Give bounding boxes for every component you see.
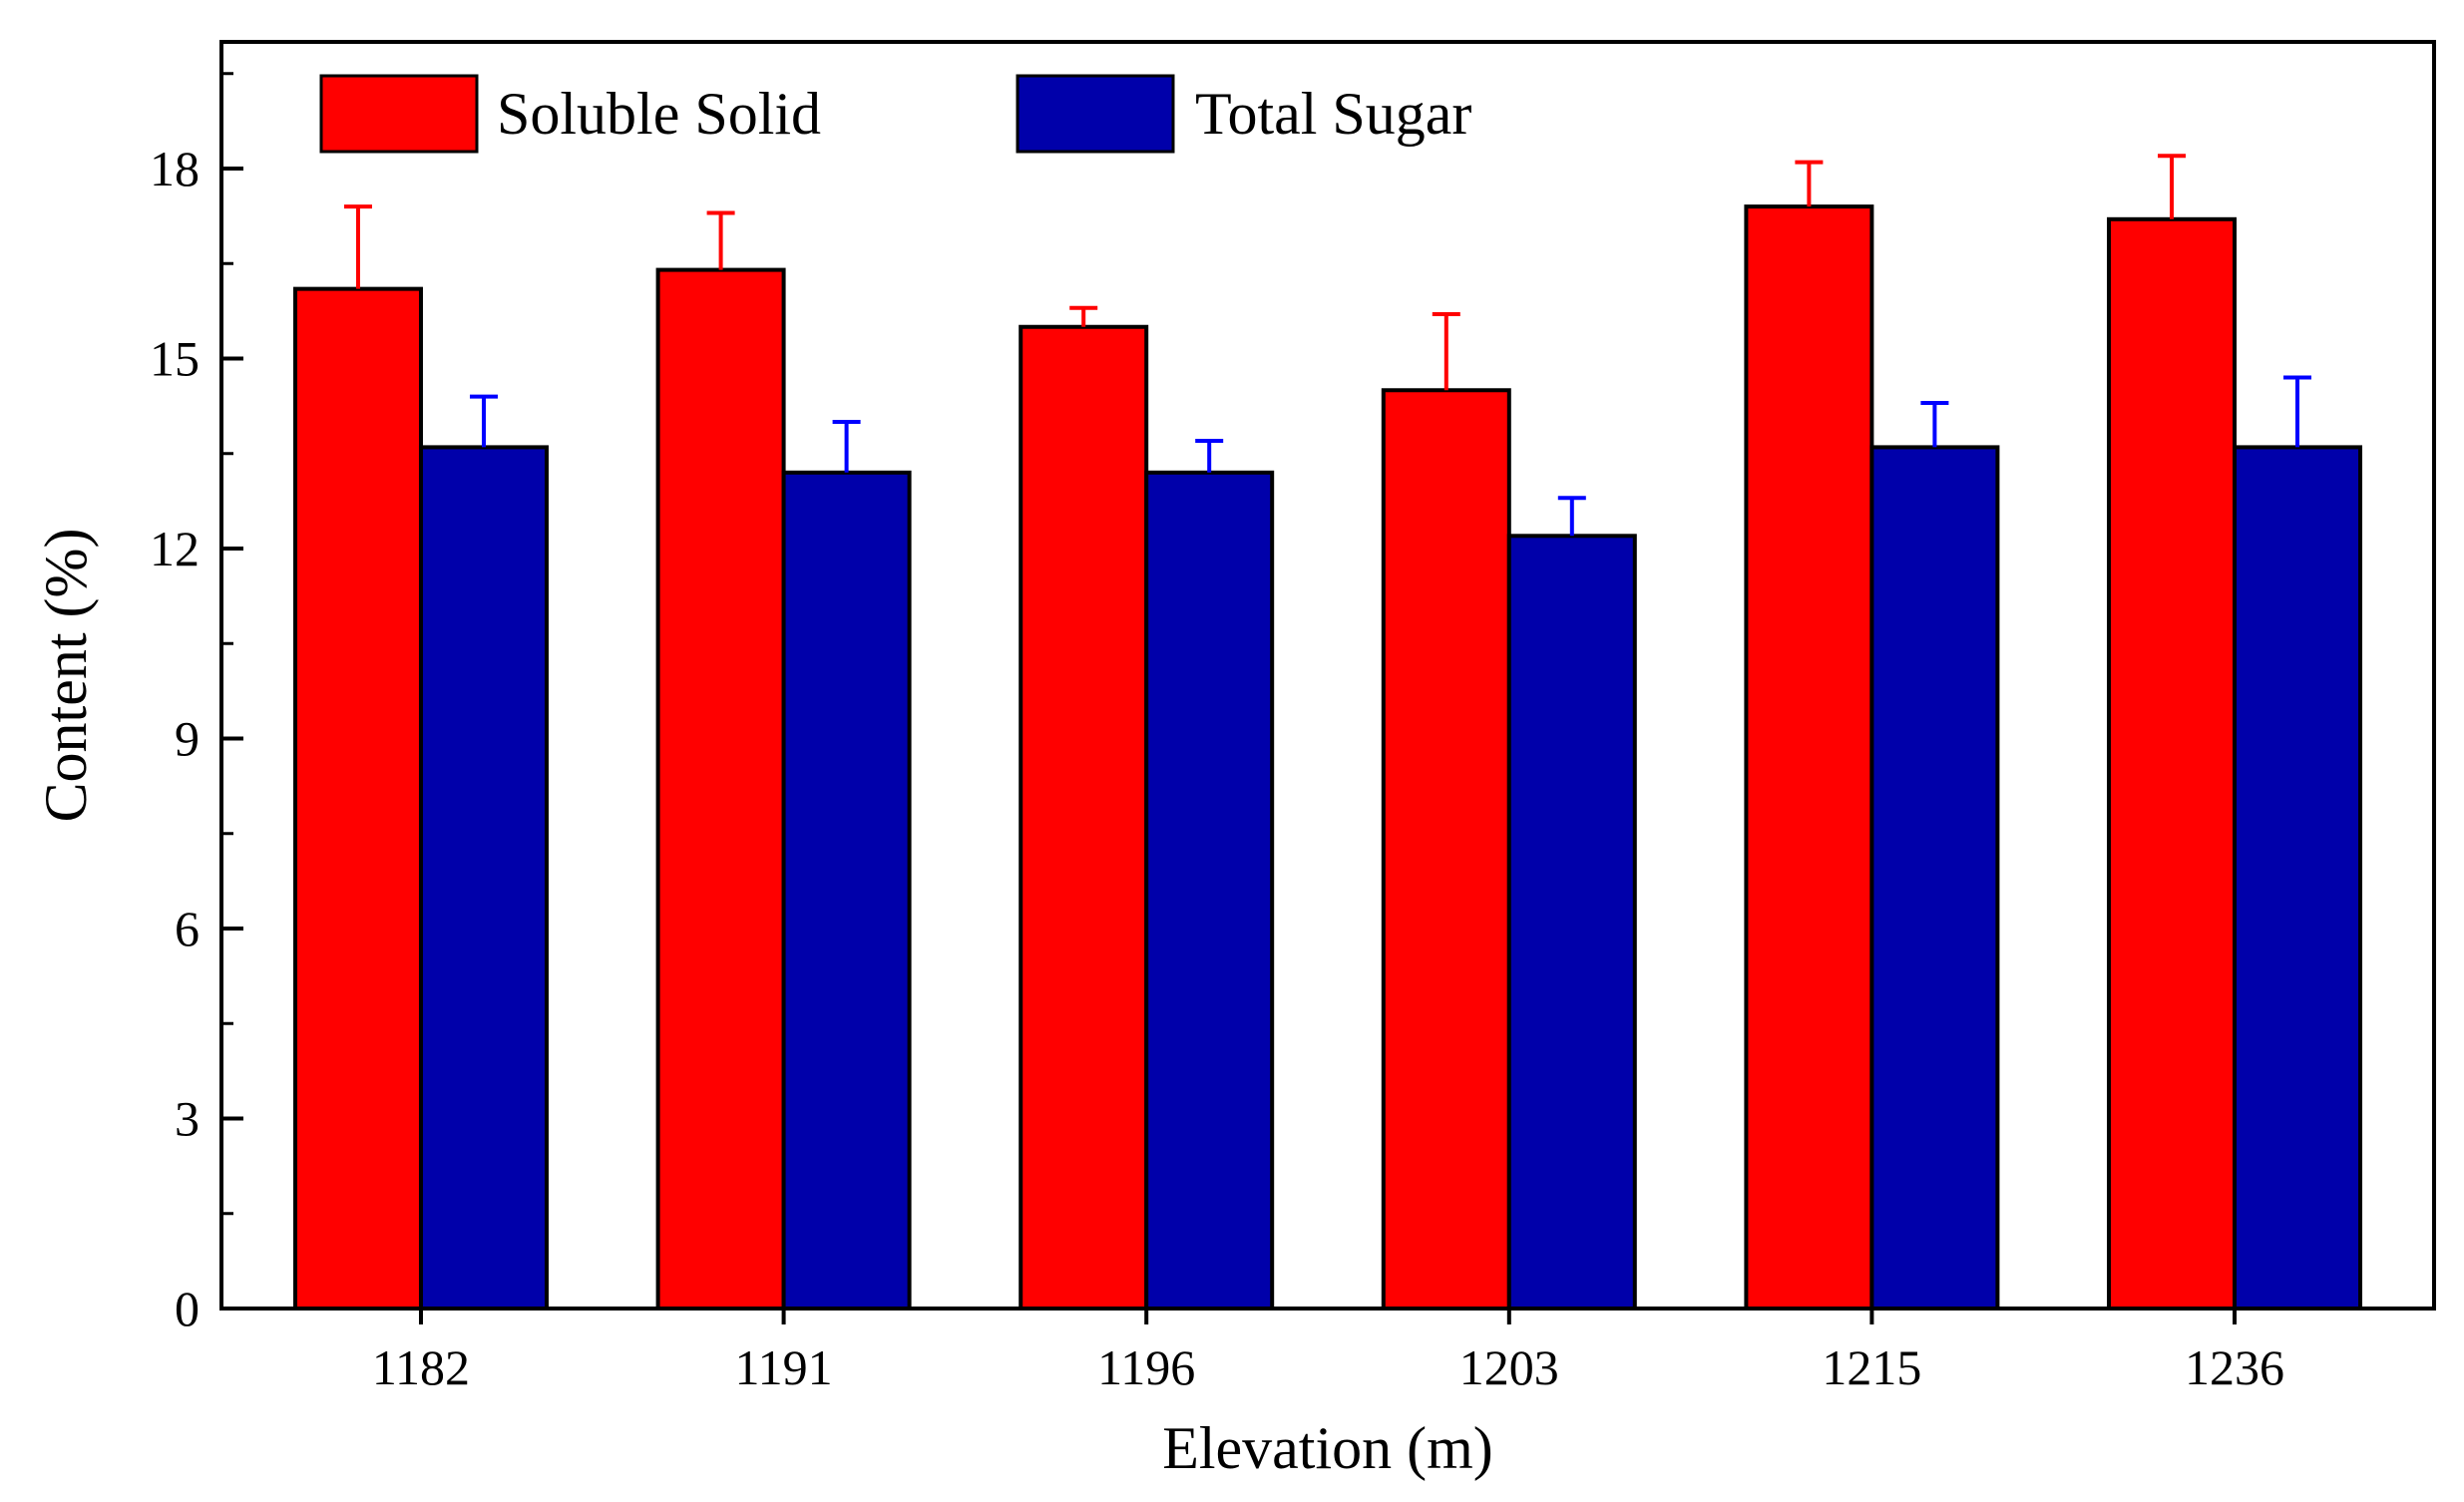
- y-tick-label: 18: [150, 141, 200, 196]
- bars-layer: [292, 204, 2363, 1312]
- bar-total-sugar-1215: [1869, 445, 2000, 1311]
- y-tick-label: 9: [175, 711, 200, 767]
- bar-total-sugar-1191: [781, 470, 912, 1311]
- bar-soluble-solid-1236: [2107, 216, 2238, 1311]
- bar-soluble-solid-1182: [292, 286, 423, 1311]
- y-axis-title: Content (%): [33, 529, 99, 823]
- plot-frame: [219, 40, 2436, 1311]
- legend: Soluble Solid Total Sugar: [319, 74, 1471, 154]
- legend-label-soluble-solid: Soluble Solid: [497, 81, 821, 147]
- legend-swatch-total-sugar: [1016, 74, 1175, 154]
- x-axis-title: Elevation (m): [1162, 1415, 1493, 1481]
- error-bars-layer: [343, 154, 2312, 537]
- y-tick-label: 0: [175, 1281, 200, 1336]
- y-tick-label: 15: [150, 331, 200, 387]
- x-tick-label-1196: 1196: [1097, 1339, 1195, 1395]
- bar-total-sugar-1203: [1506, 534, 1637, 1311]
- x-tick-label-1191: 1191: [735, 1339, 833, 1395]
- y-tick-label: 12: [150, 521, 200, 576]
- bar-soluble-solid-1191: [655, 267, 786, 1312]
- y-tick-label: 3: [175, 1091, 200, 1147]
- bar-total-sugar-1196: [1144, 470, 1275, 1311]
- x-tick-label-1203: 1203: [1459, 1339, 1559, 1395]
- bar-soluble-solid-1215: [1744, 204, 1874, 1312]
- bar-soluble-solid-1203: [1381, 388, 1511, 1311]
- bar-soluble-solid-1196: [1019, 324, 1149, 1311]
- x-tick-label-1236: 1236: [2185, 1339, 2284, 1395]
- x-axis: 1182 1191 1196 1203 1215 1236: [372, 1309, 2284, 1395]
- bar-total-sugar-1236: [2233, 445, 2363, 1311]
- y-tick-label: 6: [175, 901, 200, 956]
- x-tick-label-1215: 1215: [1822, 1339, 1921, 1395]
- legend-label-total-sugar: Total Sugar: [1195, 81, 1471, 147]
- legend-swatch-soluble-solid: [319, 74, 479, 154]
- x-tick-label-1182: 1182: [372, 1339, 470, 1395]
- bar-total-sugar-1182: [418, 445, 549, 1311]
- y-axis: 0 3 6 9 12 15 18: [150, 72, 243, 1336]
